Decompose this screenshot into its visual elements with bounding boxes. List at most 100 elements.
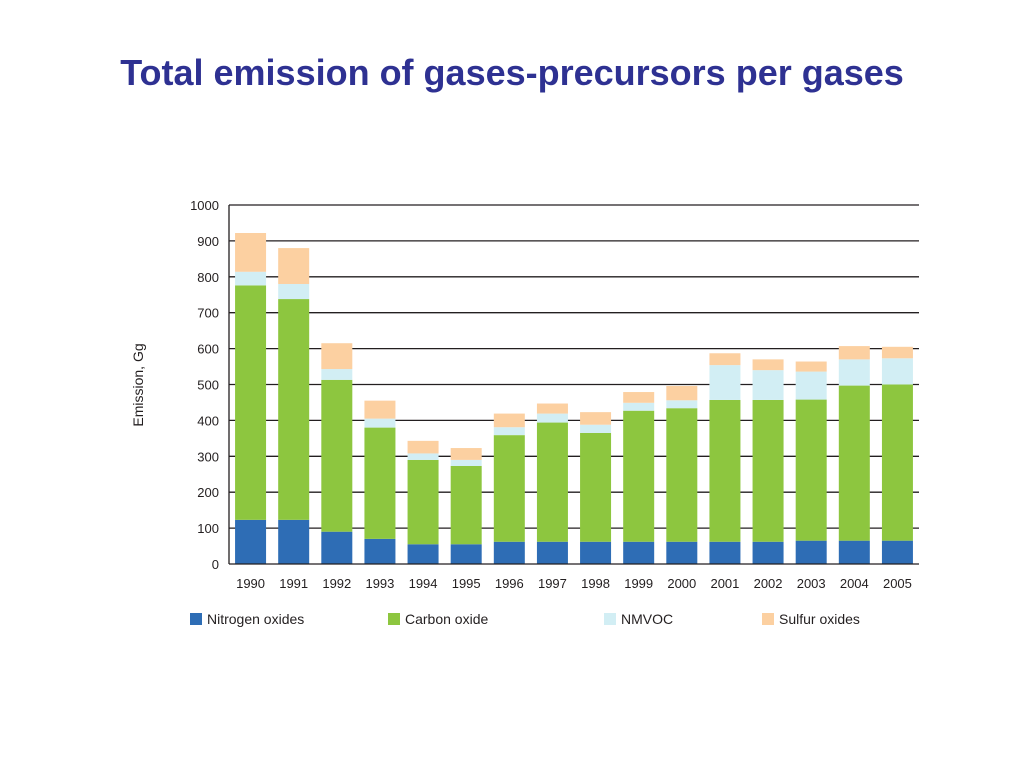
bar-segment-carbon-oxide-1995 xyxy=(450,465,482,545)
bar-segment-nitrogen-oxides-2002 xyxy=(752,541,784,564)
bar-segment-carbon-oxide-2004 xyxy=(838,385,870,541)
bar-segment-sulfur-oxides-1991 xyxy=(278,248,310,284)
x-tick-label: 1990 xyxy=(236,576,265,591)
bar-segment-carbon-oxide-1997 xyxy=(536,422,568,542)
bar-segment-carbon-oxide-1990 xyxy=(235,285,267,520)
bar-segment-sulfur-oxides-2001 xyxy=(709,353,741,366)
bar-segment-nmvoc-2003 xyxy=(795,371,827,400)
bar-segment-nmvoc-2000 xyxy=(666,400,698,409)
bar-segment-carbon-oxide-1996 xyxy=(493,435,525,542)
bar-segment-sulfur-oxides-2000 xyxy=(666,385,698,401)
bar-segment-nitrogen-oxides-2005 xyxy=(881,540,913,564)
bar-segment-sulfur-oxides-1993 xyxy=(364,400,396,419)
x-tick-label: 2003 xyxy=(797,576,826,591)
bar-segment-carbon-oxide-1999 xyxy=(623,410,655,542)
bar-segment-carbon-oxide-2002 xyxy=(752,399,784,542)
bar-segment-carbon-oxide-2005 xyxy=(881,384,913,541)
bar-segment-nmvoc-1997 xyxy=(536,413,568,423)
bar-segment-sulfur-oxides-1999 xyxy=(623,392,655,403)
x-tick-label: 2004 xyxy=(840,576,869,591)
bar-segment-nmvoc-1995 xyxy=(450,459,482,466)
bar-segment-carbon-oxide-1992 xyxy=(321,379,353,532)
legend-item-nitrogen-oxides: Nitrogen oxides xyxy=(190,611,304,627)
bar-segment-sulfur-oxides-1990 xyxy=(235,233,267,272)
legend-swatch xyxy=(604,613,616,625)
bar-segment-carbon-oxide-2001 xyxy=(709,399,741,542)
bar-segment-nitrogen-oxides-1993 xyxy=(364,538,396,564)
bar-segment-nitrogen-oxides-1999 xyxy=(623,541,655,564)
bar-segment-nitrogen-oxides-2001 xyxy=(709,541,741,564)
legend-label: Nitrogen oxides xyxy=(207,611,304,627)
y-tick-label: 1000 xyxy=(190,198,219,213)
legend-label: Carbon oxide xyxy=(405,611,488,627)
bar-segment-nmvoc-2004 xyxy=(838,359,870,386)
x-tick-label: 2005 xyxy=(883,576,912,591)
legend-label: NMVOC xyxy=(621,611,673,627)
axes: 0 100 200 300 400 500 600 700 800 900 1000 1990 1991… xyxy=(190,198,919,591)
legend: Nitrogen oxides Carbon oxide NMVOC Sulfur o… xyxy=(190,611,860,627)
bar-segment-sulfur-oxides-1996 xyxy=(493,413,525,428)
bar-segment-nitrogen-oxides-1996 xyxy=(493,541,525,564)
bars xyxy=(235,233,913,564)
bar-segment-nitrogen-oxides-1992 xyxy=(321,531,353,564)
y-tick-label: 0 xyxy=(212,557,219,572)
bar-segment-nmvoc-1998 xyxy=(580,424,612,433)
y-tick-label: 400 xyxy=(197,413,219,428)
bar-segment-sulfur-oxides-2002 xyxy=(752,359,784,371)
x-tick-label: 1999 xyxy=(624,576,653,591)
bar-segment-nitrogen-oxides-2000 xyxy=(666,541,698,564)
x-tick-label: 1993 xyxy=(365,576,394,591)
bar-segment-nmvoc-1992 xyxy=(321,369,353,380)
y-tick-label: 200 xyxy=(197,485,219,500)
bar-segment-sulfur-oxides-1994 xyxy=(407,440,439,454)
bar-segment-nmvoc-1993 xyxy=(364,418,396,428)
bar-segment-nmvoc-2005 xyxy=(881,358,913,385)
bar-segment-carbon-oxide-1994 xyxy=(407,459,439,545)
x-tick-label: 1995 xyxy=(452,576,481,591)
x-tick-label: 1991 xyxy=(279,576,308,591)
bar-segment-nitrogen-oxides-1990 xyxy=(235,519,267,564)
x-tick-label: 2002 xyxy=(754,576,783,591)
bar-segment-carbon-oxide-1998 xyxy=(580,432,612,542)
bar-segment-nmvoc-1991 xyxy=(278,283,310,300)
legend-swatch xyxy=(388,613,400,625)
legend-swatch xyxy=(762,613,774,625)
bar-segment-nitrogen-oxides-2003 xyxy=(795,540,827,564)
bar-segment-sulfur-oxides-1995 xyxy=(450,448,482,460)
bar-segment-sulfur-oxides-1992 xyxy=(321,343,353,370)
bar-segment-nmvoc-1996 xyxy=(493,427,525,436)
bar-segment-nmvoc-2001 xyxy=(709,365,741,400)
x-tick-label: 1994 xyxy=(409,576,438,591)
y-tick-label: 100 xyxy=(197,521,219,536)
legend-swatch xyxy=(190,613,202,625)
x-tick-label: 1992 xyxy=(322,576,351,591)
bar-segment-nitrogen-oxides-1997 xyxy=(536,541,568,564)
bar-segment-nitrogen-oxides-1991 xyxy=(278,519,310,564)
bar-segment-carbon-oxide-1993 xyxy=(364,427,396,539)
y-tick-label: 600 xyxy=(197,342,219,357)
x-tick-label: 1996 xyxy=(495,576,524,591)
bar-segment-sulfur-oxides-2004 xyxy=(838,346,870,360)
bar-segment-nitrogen-oxides-1995 xyxy=(450,544,482,564)
y-tick-label: 700 xyxy=(197,306,219,321)
bar-segment-nmvoc-1990 xyxy=(235,271,267,286)
y-tick-label: 300 xyxy=(197,449,219,464)
bar-segment-nmvoc-1999 xyxy=(623,402,655,411)
bar-segment-nitrogen-oxides-1998 xyxy=(580,541,612,564)
slide-title: Total emission of gases-precursors per g… xyxy=(120,52,904,93)
bar-segment-sulfur-oxides-2003 xyxy=(795,361,827,372)
bar-segment-carbon-oxide-2000 xyxy=(666,408,698,542)
x-tick-label: 1997 xyxy=(538,576,567,591)
legend-label: Sulfur oxides xyxy=(779,611,860,627)
y-tick-label: 900 xyxy=(197,234,219,249)
y-tick-label: 500 xyxy=(197,378,219,393)
legend-item-carbon-oxide: Carbon oxide xyxy=(388,611,488,627)
bar-segment-nitrogen-oxides-2004 xyxy=(838,540,870,564)
legend-item-sulfur-oxides: Sulfur oxides xyxy=(762,611,860,627)
y-tick-label: 800 xyxy=(197,270,219,285)
x-tick-label: 2000 xyxy=(667,576,696,591)
y-axis-label: Emission, Gg xyxy=(130,343,146,426)
bar-segment-sulfur-oxides-2005 xyxy=(881,346,913,359)
